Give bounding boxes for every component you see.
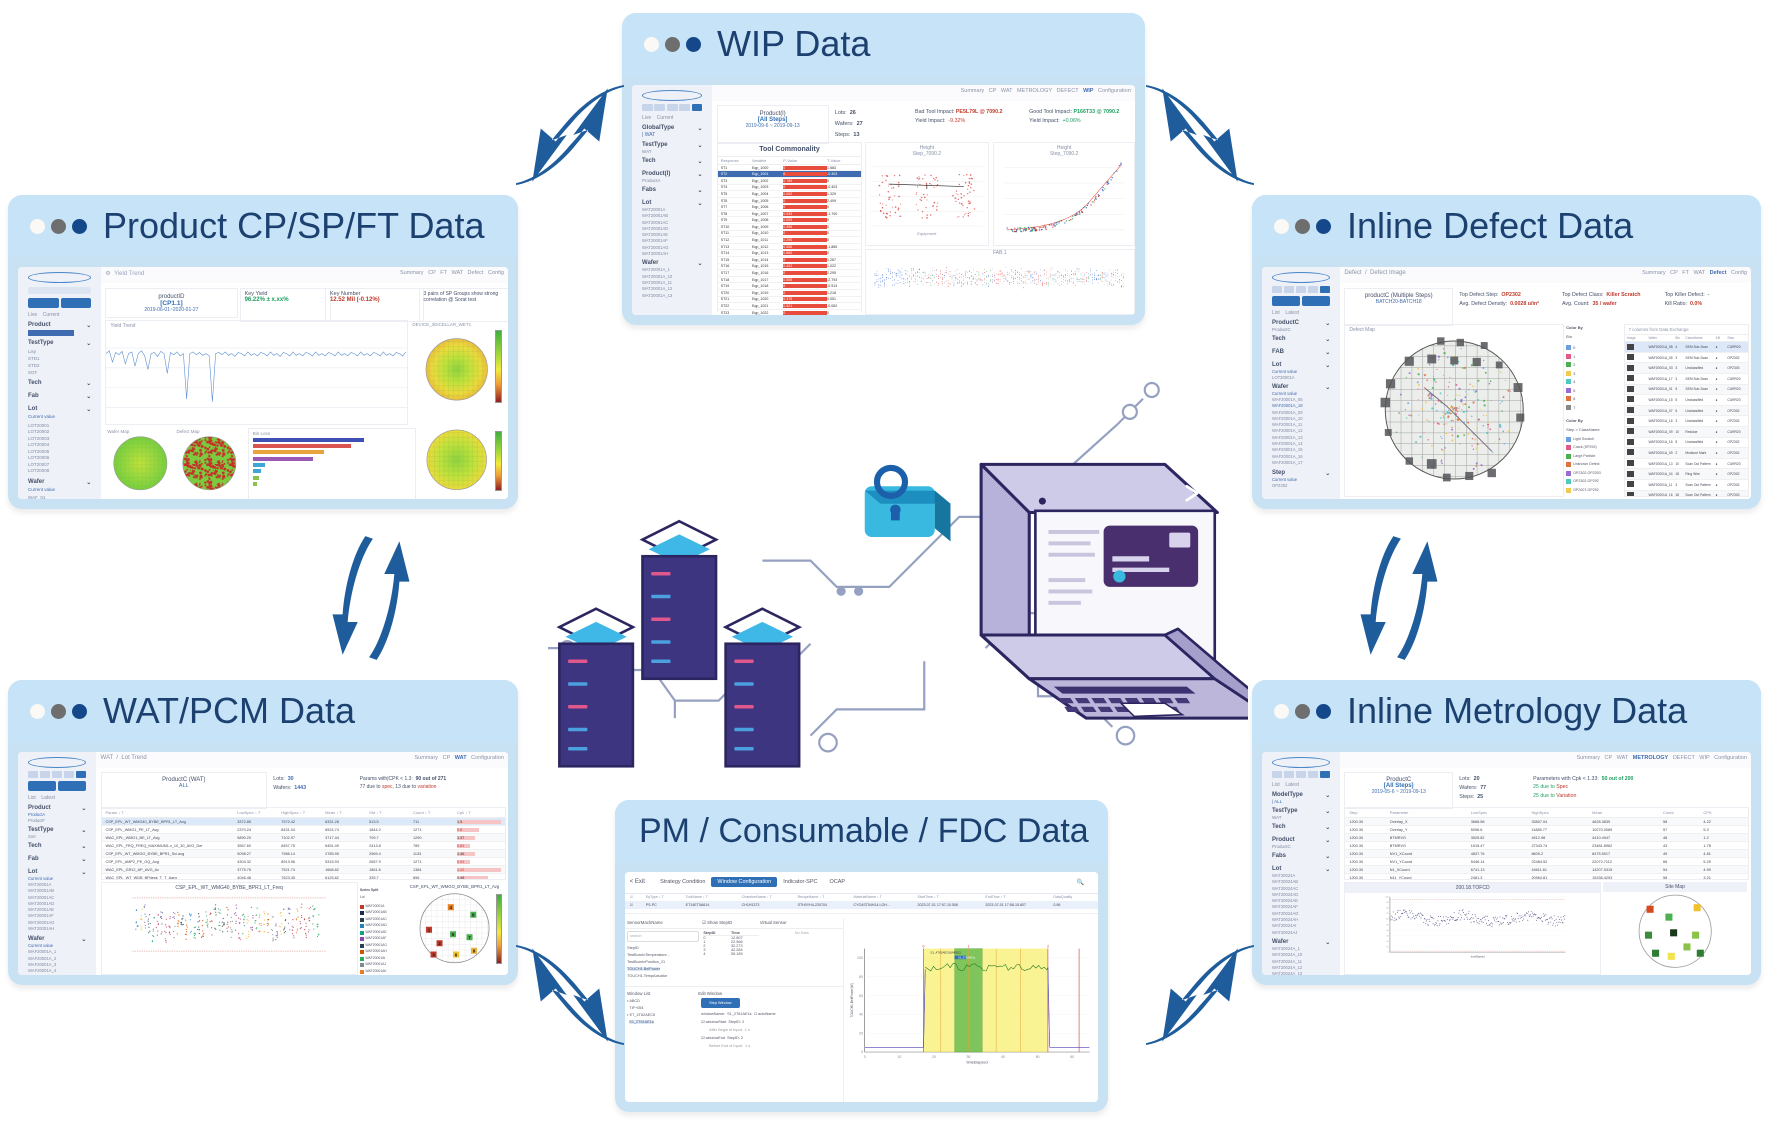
svg-text:60: 60	[859, 994, 863, 998]
svg-text:0: 0	[1387, 952, 1389, 954]
svg-text:40: 40	[1001, 1055, 1005, 1059]
svg-text:30: 30	[1386, 935, 1389, 937]
svg-text:10: 10	[898, 1055, 902, 1059]
svg-text:2: 2	[1047, 944, 1049, 948]
svg-text:90: 90	[1386, 902, 1389, 904]
svg-text:10: 10	[1386, 946, 1389, 948]
svg-text:timeElapsed: timeElapsed	[967, 1060, 988, 1064]
svg-text:80: 80	[1386, 907, 1389, 909]
svg-text:40: 40	[859, 1013, 863, 1017]
svg-text:100: 100	[857, 956, 863, 960]
svg-text:0: 0	[861, 1050, 863, 1054]
svg-text:20: 20	[859, 1031, 863, 1035]
svg-text:S1_2T61AE1s: S1_2T61AE1s	[958, 955, 976, 959]
svg-text:0: 0	[864, 1055, 866, 1059]
svg-text:30: 30	[967, 1055, 971, 1059]
svg-text:timeElapsed: timeElapsed	[1470, 955, 1485, 958]
svg-text:100: 100	[1385, 896, 1389, 898]
svg-text:80: 80	[859, 975, 863, 979]
svg-text:TOUCH1.BeltPower(W): TOUCH1.BeltPower(W)	[850, 983, 854, 1017]
svg-text:50: 50	[1036, 1055, 1040, 1059]
svg-text:50: 50	[1386, 924, 1389, 926]
svg-text:S1_4T62AEC6(WBDC): S1_4T62AEC6(WBDC)	[931, 950, 962, 954]
svg-text:70: 70	[1386, 913, 1389, 915]
svg-text:20: 20	[932, 1055, 936, 1059]
svg-text:60: 60	[1070, 1055, 1074, 1059]
svg-text:60: 60	[1386, 918, 1389, 920]
svg-text:0: 0	[923, 944, 925, 948]
svg-text:1: 1	[968, 944, 970, 948]
svg-text:40: 40	[1386, 929, 1389, 931]
svg-text:20: 20	[1386, 941, 1389, 943]
